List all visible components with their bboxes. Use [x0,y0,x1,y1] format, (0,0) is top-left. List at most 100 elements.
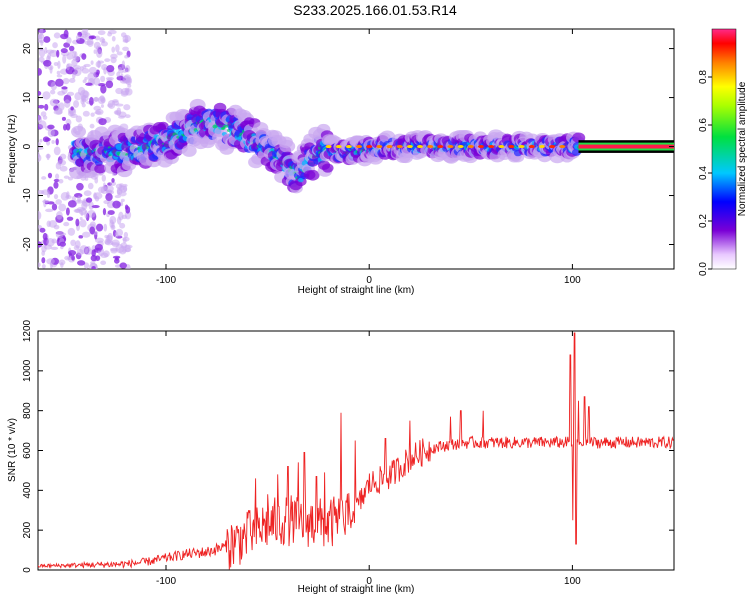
ridge-cell [322,163,334,173]
ridge-hot-spot [356,145,363,149]
noise-speckle [62,77,70,85]
noise-speckle [119,222,126,229]
noise-speckle [39,227,46,233]
noise-speckle [103,223,108,232]
noise-speckle [63,221,70,227]
noise-speckle [115,44,120,53]
x-tick-label: 100 [564,576,581,587]
noise-speckle [83,190,92,197]
spectrogram-ylabel: Frequency (Hz) [7,115,18,184]
noise-speckle [118,185,125,192]
noise-speckle [55,138,59,146]
noise-speckle [69,78,76,83]
ridge-hot-spot [417,145,424,149]
noise-speckle [124,204,129,210]
colorbar-ticks: 0.0 0.2 0.4 0.6 0.8 [698,70,712,276]
noise-speckle [107,103,114,108]
noise-speckle [75,199,83,204]
noise-speckle [41,176,47,180]
y-tick-label: 200 [22,521,33,538]
noise-speckle [82,231,91,238]
y-tick-label: 800 [22,402,33,419]
noise-speckle [111,46,116,53]
ridge-cell [306,169,320,181]
noise-speckle [92,97,100,102]
snr-ylabel: SNR (10 * v/v) [7,418,18,482]
noise-speckle [111,221,115,229]
noise-speckle [124,244,131,253]
noise-speckle [58,259,66,266]
noise-speckle [112,200,121,209]
noise-speckle [42,91,51,100]
noise-speckle [95,61,102,68]
noise-speckle [121,60,126,70]
noise-speckle [39,39,45,44]
noise-speckle [124,55,129,59]
noise-speckle [102,208,107,216]
saturated-band-core [578,144,674,149]
noise-speckle [122,39,129,43]
noise-speckle [59,153,67,160]
noise-speckle [53,61,59,66]
ridge-cell [223,124,228,129]
noise-speckle [38,104,45,109]
noise-speckle [46,238,55,247]
noise-speckle [45,208,54,213]
noise-speckle [107,210,115,216]
noise-speckle [118,211,124,221]
noise-speckle [93,49,97,54]
spectrogram-xlabel: Height of straight line (km) [298,285,415,296]
noise-speckle [49,98,59,107]
noise-speckle [103,250,110,258]
chart-title: S233.2025.166.01.53.R14 [293,2,457,18]
noise-speckle [100,41,108,47]
noise-speckle [67,200,77,208]
noise-speckle [66,53,74,60]
ridge-hot-spot [325,145,332,149]
noise-speckle [110,56,117,64]
ridge-hot-spot [396,145,403,149]
ridge-cell [94,164,106,174]
noise-speckle [39,48,46,58]
noise-speckle [103,199,110,205]
noise-speckle [38,68,42,76]
ridge-hot-spot [467,145,474,149]
noise-speckle [123,231,129,239]
noise-speckle [42,115,48,120]
x-tick-label: 0 [366,275,372,286]
noise-speckle [41,264,46,269]
x-tick-label: -100 [156,275,176,286]
noise-speckle [81,201,88,211]
noise-speckle [67,227,76,236]
noise-speckle [38,154,42,162]
ridge-hot-spot [488,145,495,149]
noise-speckle [52,42,58,49]
noise-speckle [120,88,130,96]
noise-speckle [120,198,125,202]
noise-speckle [115,244,125,253]
y-tick-label: 10 [22,92,33,104]
ridge-hot-spot [518,145,525,149]
noise-speckle [44,137,51,142]
ridge-hot-spot [386,145,393,149]
ridge-hot-spot [376,145,383,149]
noise-speckle [78,235,84,239]
noise-speckle [38,120,47,129]
noise-speckle [116,51,123,56]
noise-speckle [99,95,105,102]
noise-speckle [60,48,68,54]
noise-speckle [66,91,75,97]
noise-speckle [123,79,132,84]
noise-speckle [50,246,59,251]
ridge-cell [212,124,218,129]
noise-speckle [38,262,41,268]
y-tick-label: 20 [22,43,33,55]
noise-speckle [83,262,90,269]
noise-speckle [98,118,107,126]
noise-speckle [81,53,87,60]
noise-speckle [45,49,55,54]
noise-speckle [66,191,70,199]
noise-speckle [120,201,124,207]
